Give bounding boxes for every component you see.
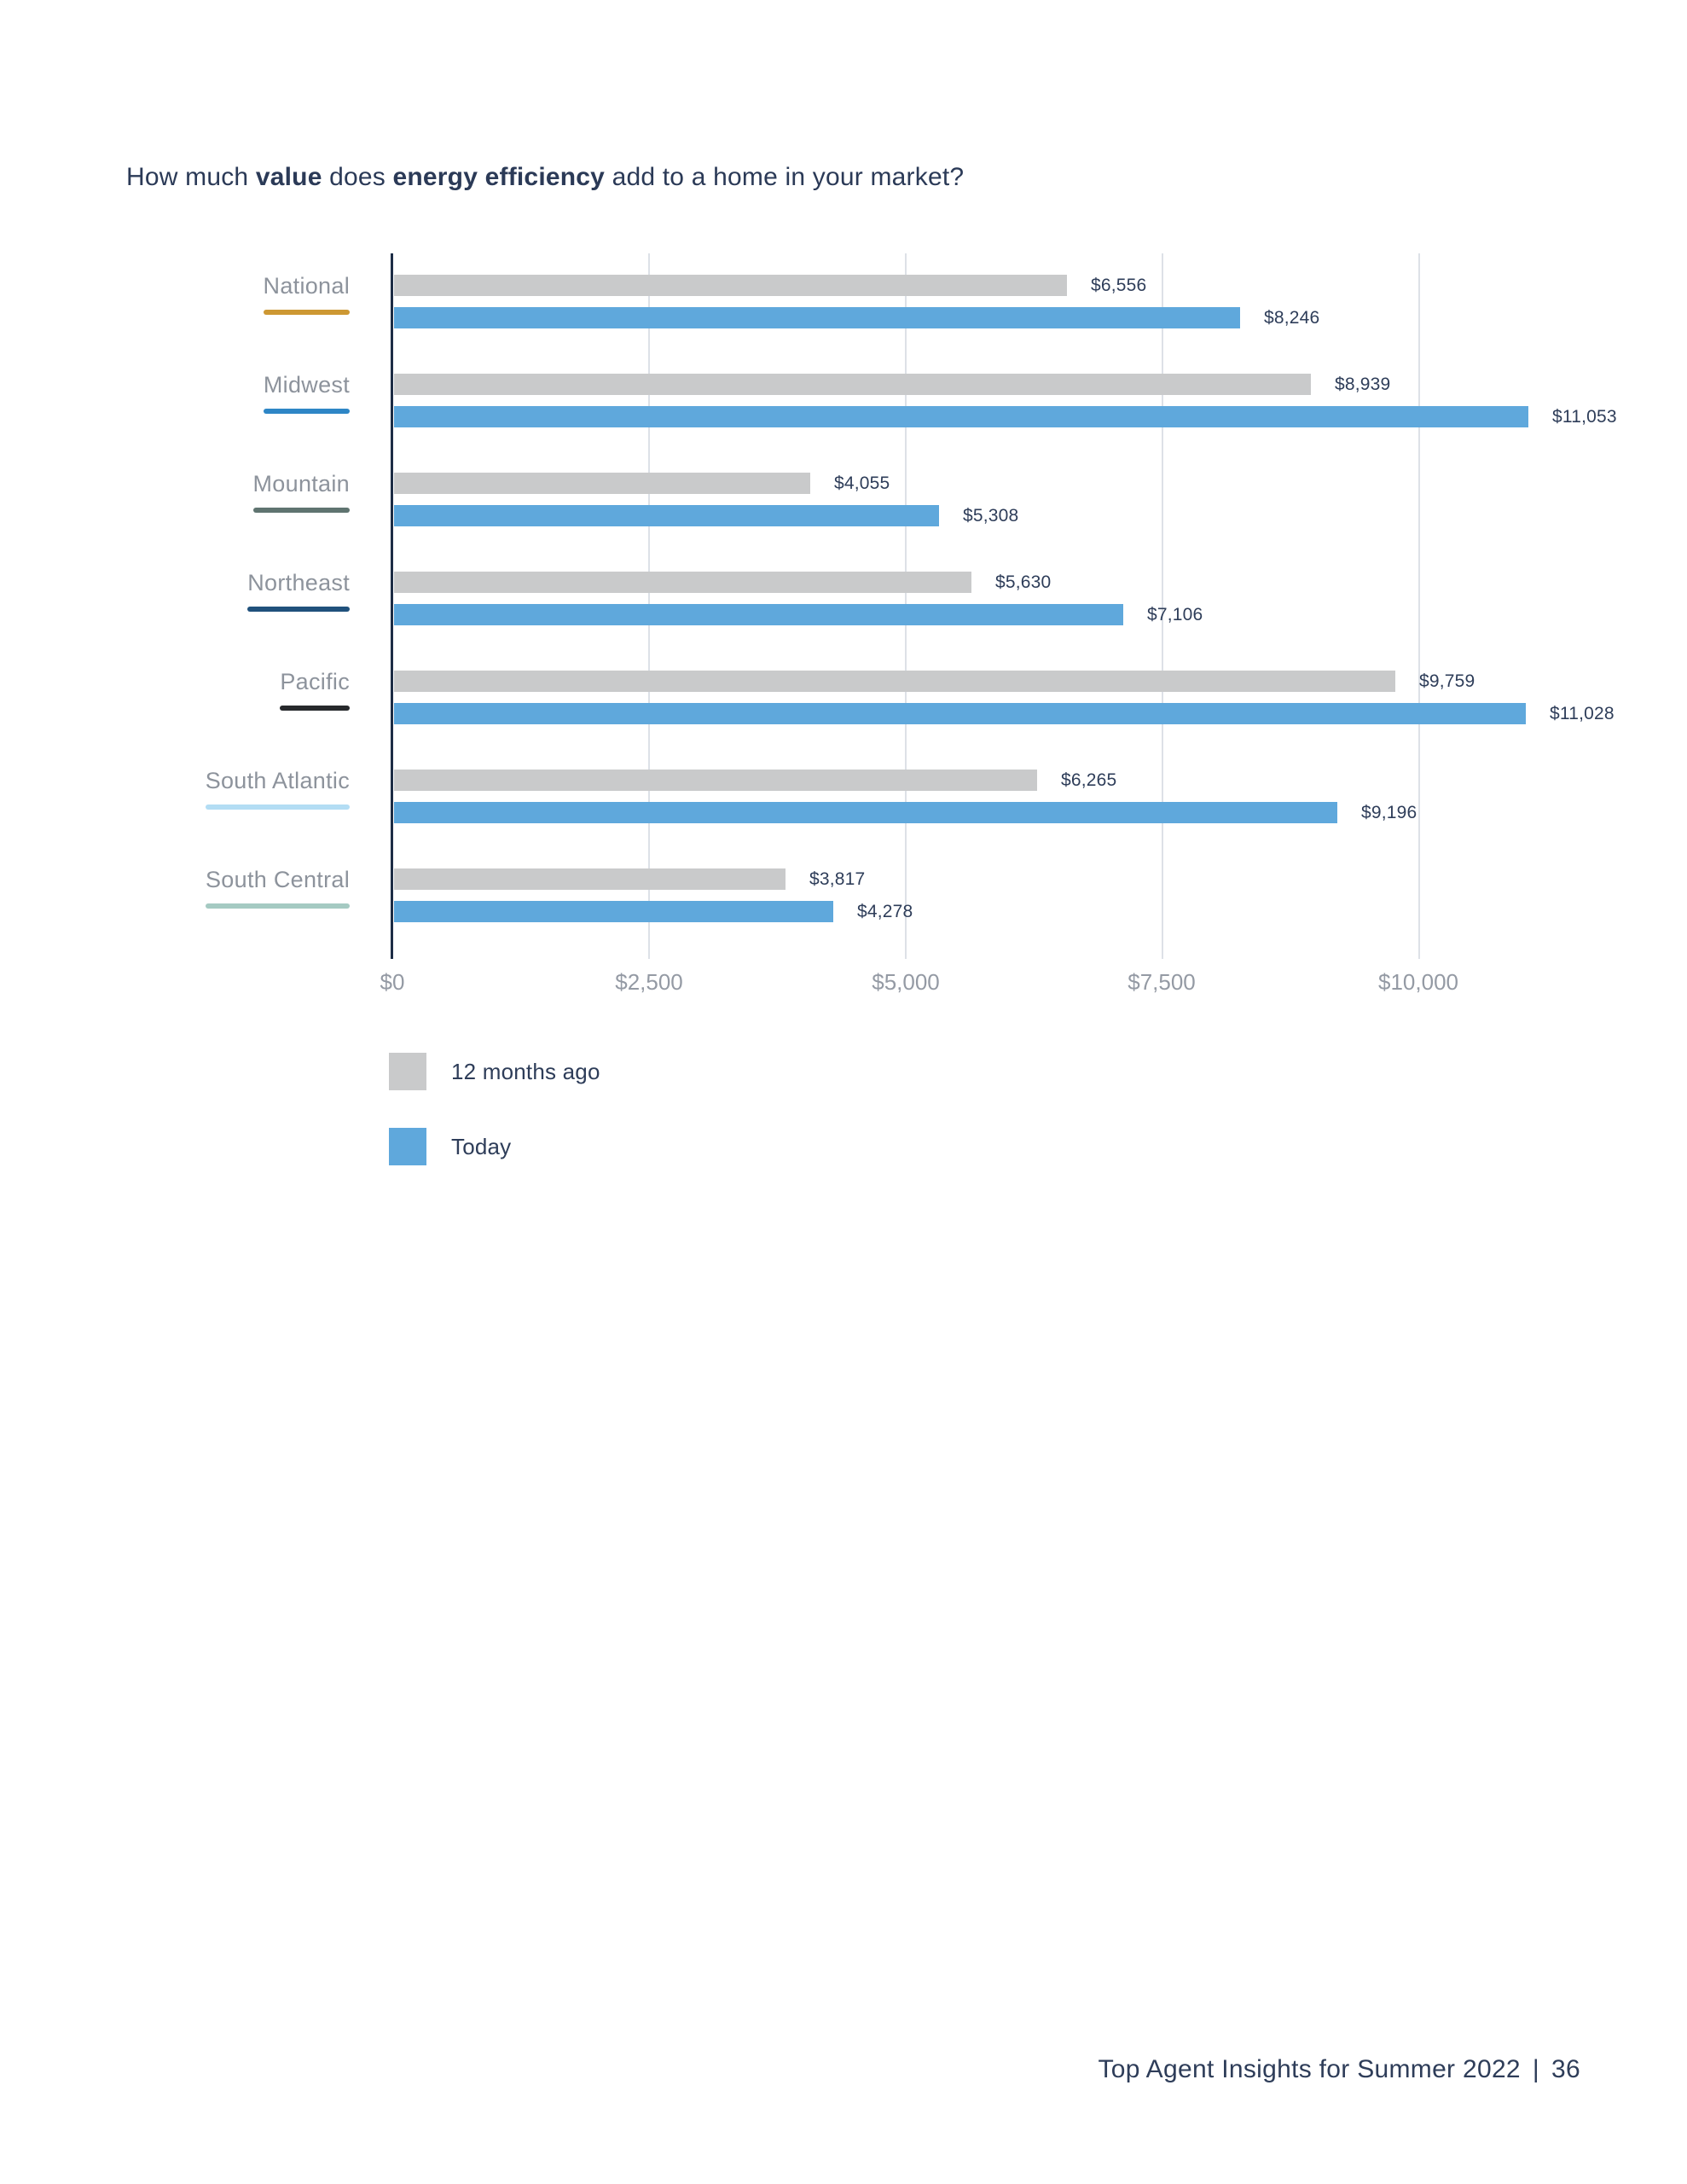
bar-today — [394, 802, 1337, 823]
title-segment-bold: value — [255, 163, 322, 191]
chart-row-northeast: Northeast $5,630 $7,106 — [0, 572, 1687, 626]
category-underline — [252, 508, 350, 513]
chart-row-midwest: Midwest $8,939 $11,053 — [0, 374, 1687, 428]
x-axis-tick: $2,500 — [615, 969, 683, 995]
category-label: Midwest — [0, 374, 350, 414]
bar-today — [394, 604, 1123, 625]
bar-value-label: $6,556 — [1091, 276, 1147, 295]
legend-swatch-blue — [389, 1128, 426, 1165]
x-axis-tick: $0 — [380, 969, 405, 995]
bar-value-label: $5,630 — [995, 572, 1052, 592]
category-label: Northeast — [0, 572, 350, 612]
bar-12-months-ago — [394, 473, 810, 494]
category-label: National — [0, 275, 350, 315]
bar-value-label: $5,308 — [963, 506, 1019, 526]
bar-value-label: $4,278 — [857, 902, 913, 921]
title-segment-bold: energy efficiency — [392, 163, 606, 191]
bar-value-label: $6,265 — [1061, 770, 1117, 790]
bar-value-label: $7,106 — [1147, 605, 1203, 624]
category-name: Northeast — [247, 570, 350, 595]
category-underline — [247, 607, 350, 612]
footer-separator: | — [1532, 2055, 1540, 2083]
bar-today — [394, 901, 833, 922]
chart-row-mountain: Mountain $4,055 $5,308 — [0, 473, 1687, 527]
category-underline — [280, 706, 350, 711]
category-name: Pacific — [280, 669, 350, 694]
gridline — [1418, 253, 1420, 959]
legend-swatch-gray — [389, 1053, 426, 1090]
page-footer: Top Agent Insights for Summer 2022 | 36 — [1098, 2054, 1580, 2085]
category-name: Midwest — [263, 372, 350, 398]
category-name: Mountain — [252, 471, 350, 497]
category-name: National — [263, 273, 350, 299]
bar-today — [394, 505, 939, 526]
category-underline — [205, 804, 350, 810]
category-label: South Central — [0, 868, 350, 909]
bar-12-months-ago — [394, 671, 1395, 692]
title-segment: How much — [126, 163, 256, 191]
bar-value-label: $9,196 — [1361, 803, 1417, 822]
legend-label: 12 months ago — [451, 1059, 600, 1084]
bar-chart: National $6,556 $8,246 Midwest $8,939 $1… — [0, 253, 1687, 1165]
category-underline — [206, 903, 350, 909]
legend-label: Today — [451, 1134, 512, 1159]
category-underline — [263, 310, 350, 315]
bar-12-months-ago — [394, 275, 1067, 296]
bar-12-months-ago — [394, 868, 786, 890]
chart-row-national: National $6,556 $8,246 — [0, 275, 1687, 329]
bar-value-label: $11,053 — [1552, 407, 1617, 427]
x-axis-tick: $7,500 — [1128, 969, 1196, 995]
bar-today — [394, 703, 1526, 724]
bar-value-label: $4,055 — [834, 473, 890, 493]
footer-page-number: 36 — [1551, 2055, 1580, 2083]
footer-report-title: Top Agent Insights for Summer 2022 — [1098, 2055, 1521, 2083]
bar-value-label: $3,817 — [809, 869, 866, 889]
chart-row-south-central: South Central $3,817 $4,278 — [0, 868, 1687, 923]
bar-12-months-ago — [394, 374, 1311, 395]
bar-today — [394, 307, 1240, 328]
x-axis-tick: $5,000 — [872, 969, 940, 995]
bar-12-months-ago — [394, 770, 1037, 791]
category-label: South Atlantic — [0, 770, 350, 810]
title-segment: add to a home in your market? — [605, 163, 965, 191]
x-axis-tick: $10,000 — [1378, 969, 1458, 995]
category-name: South Central — [206, 867, 350, 892]
category-name: South Atlantic — [205, 768, 350, 793]
bar-value-label: $9,759 — [1419, 671, 1475, 691]
bar-value-label: $11,028 — [1550, 704, 1615, 723]
chart-row-south-atlantic: South Atlantic $6,265 $9,196 — [0, 770, 1687, 824]
title-segment: does — [322, 163, 393, 191]
chart-row-pacific: Pacific $9,759 $11,028 — [0, 671, 1687, 725]
bar-12-months-ago — [394, 572, 971, 593]
category-underline — [263, 409, 350, 414]
gridline — [1162, 253, 1163, 959]
bar-value-label: $8,939 — [1335, 375, 1391, 394]
bar-value-label: $8,246 — [1264, 308, 1320, 328]
page-title: How much value does energy efficiency ad… — [126, 160, 964, 195]
category-label: Pacific — [0, 671, 350, 711]
category-label: Mountain — [0, 473, 350, 513]
bar-today — [394, 406, 1528, 427]
y-axis-line — [391, 253, 393, 959]
